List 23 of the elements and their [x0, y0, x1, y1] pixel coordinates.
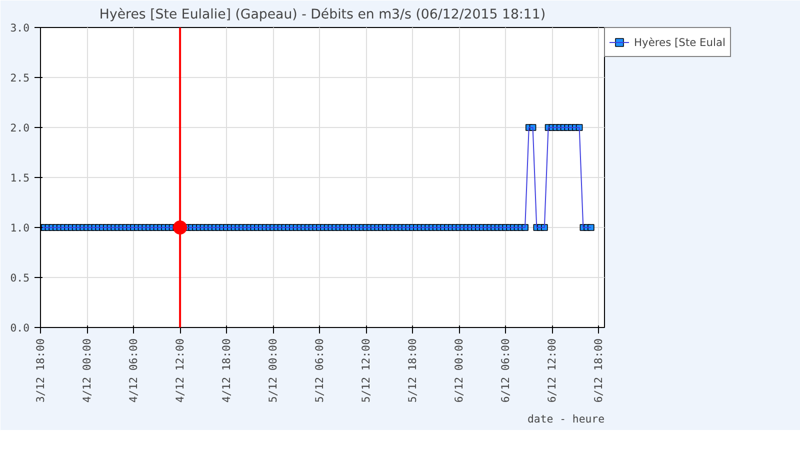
- y-tick-label: 1.5: [10, 172, 30, 184]
- x-tick-label: 3/12 18:00: [34, 338, 47, 403]
- x-tick-label: 6/12 06:00: [499, 338, 512, 403]
- x-tick-label: 4/12 18:00: [220, 338, 234, 403]
- x-tick-label: 6/12 18:00: [592, 338, 606, 403]
- x-tick-label: 5/12 12:00: [360, 338, 373, 403]
- y-tick-label: 2.5: [10, 72, 30, 84]
- x-tick-label: 4/12 00:00: [80, 338, 94, 403]
- y-tick-label: 3.0: [10, 22, 30, 34]
- x-axis-title: date - heure: [528, 412, 605, 426]
- y-tick-label: 2.0: [10, 122, 30, 134]
- x-tick-label: 6/12 12:00: [546, 338, 559, 403]
- x-tick-label: 4/12 06:00: [127, 338, 140, 403]
- y-tick-label: 0.0: [10, 322, 30, 334]
- x-tick-label: 5/12 18:00: [406, 338, 420, 403]
- chart-title: Hyères [Ste Eulalie] (Gapeau) - Débits en m3/s (06/12/2015 18:11): [99, 8, 546, 22]
- x-tick-label: 5/12 00:00: [266, 338, 280, 403]
- x-tick-label: 5/12 06:00: [313, 338, 326, 403]
- y-tick-label: 0.5: [10, 272, 30, 284]
- x-tick-label: 4/12 12:00: [174, 338, 187, 403]
- legend-label: Hyères [Ste Eulal: [634, 36, 726, 48]
- y-tick-label: 1.0: [10, 222, 30, 234]
- x-tick-label: 6/12 00:00: [452, 338, 466, 403]
